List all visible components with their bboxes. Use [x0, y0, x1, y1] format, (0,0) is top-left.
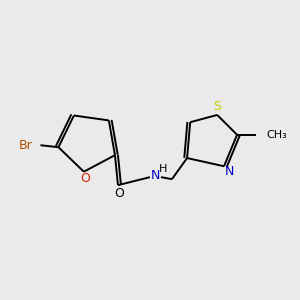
Text: O: O — [114, 187, 124, 200]
Text: CH₃: CH₃ — [266, 130, 287, 140]
Text: N: N — [150, 169, 160, 182]
Text: S: S — [213, 100, 221, 113]
Text: Br: Br — [19, 139, 32, 152]
Text: H: H — [159, 164, 167, 174]
Text: O: O — [80, 172, 90, 185]
Text: N: N — [224, 165, 234, 178]
